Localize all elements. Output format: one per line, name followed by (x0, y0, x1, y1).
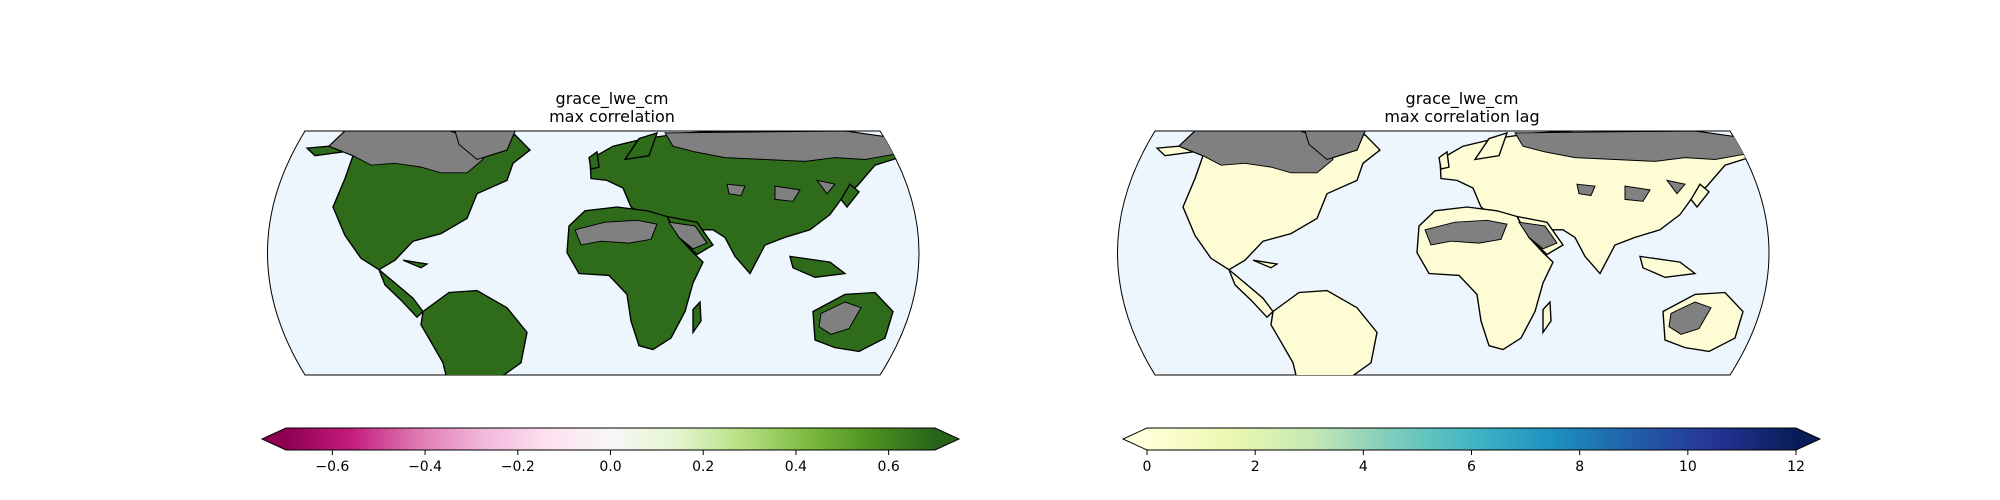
colorbar-gradient (1147, 428, 1796, 450)
colorbar-tick-label: 10 (1679, 459, 1697, 475)
colorbar-extend-min (1123, 428, 1147, 450)
colorbar-tick-label: 4 (1359, 459, 1368, 475)
colorbar-tick-label: 12 (1787, 459, 1805, 475)
colorbar-tick-label: 6 (1467, 459, 1476, 475)
colorbar-correlation: −0.6 −0.4 −0.2 0.0 0.2 0.4 0.6 (260, 427, 961, 475)
colorbar-tick-label: 0.4 (785, 459, 807, 475)
map-title-metric: max correlation lag (1384, 107, 1540, 126)
colorbar-extend-max (1796, 428, 1820, 450)
map-title-metric: max correlation (549, 107, 675, 126)
colorbar-extend-max (935, 428, 959, 450)
colorbar-tick-label: −0.4 (408, 459, 442, 475)
colorbar-outline (260, 427, 961, 451)
colorbar-tick-label: 0 (1143, 459, 1152, 475)
colorbar-tick-label: −0.6 (315, 459, 349, 475)
colorbar-gradient (286, 428, 935, 450)
colorbar-tick-label: 0.6 (878, 459, 900, 475)
map-correlation (267, 130, 920, 376)
colorbar-extend-min (262, 428, 286, 450)
map-title-variable: grace_lwe_cm (1405, 89, 1519, 108)
colorbar-tick-label: 0.2 (692, 459, 714, 475)
map-title-variable: grace_lwe_cm (555, 89, 669, 108)
colorbar-tick-label: 2 (1251, 459, 1260, 475)
map-title-correlation: grace_lwe_cm max correlation (412, 90, 812, 126)
colorbar-tick-label: −0.2 (501, 459, 535, 475)
map-lag (1117, 130, 1770, 376)
colorbar-lag: 0 2 4 6 8 10 12 (1121, 427, 1822, 475)
map-title-lag: grace_lwe_cm max correlation lag (1262, 90, 1662, 126)
colorbar-tick-label: 8 (1575, 459, 1584, 475)
colorbar-tick-label: 0.0 (599, 459, 621, 475)
